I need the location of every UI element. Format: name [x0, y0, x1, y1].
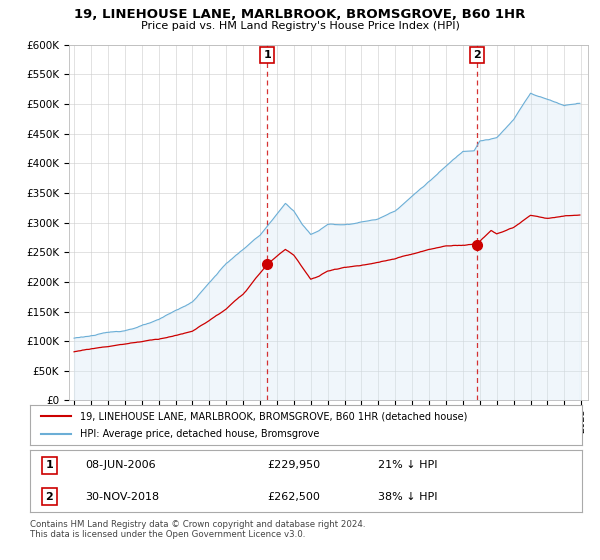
Text: 2: 2 [46, 492, 53, 502]
Text: 19, LINEHOUSE LANE, MARLBROOK, BROMSGROVE, B60 1HR: 19, LINEHOUSE LANE, MARLBROOK, BROMSGROV… [74, 8, 526, 21]
Text: Price paid vs. HM Land Registry's House Price Index (HPI): Price paid vs. HM Land Registry's House … [140, 21, 460, 31]
Text: HPI: Average price, detached house, Bromsgrove: HPI: Average price, detached house, Brom… [80, 429, 319, 439]
Text: 38% ↓ HPI: 38% ↓ HPI [378, 492, 437, 502]
Text: 08-JUN-2006: 08-JUN-2006 [85, 460, 156, 470]
Text: 1: 1 [263, 50, 271, 60]
Text: 30-NOV-2018: 30-NOV-2018 [85, 492, 160, 502]
Text: £262,500: £262,500 [268, 492, 320, 502]
Text: 21% ↓ HPI: 21% ↓ HPI [378, 460, 437, 470]
Text: £229,950: £229,950 [268, 460, 320, 470]
Text: 19, LINEHOUSE LANE, MARLBROOK, BROMSGROVE, B60 1HR (detached house): 19, LINEHOUSE LANE, MARLBROOK, BROMSGROV… [80, 411, 467, 421]
Text: Contains HM Land Registry data © Crown copyright and database right 2024.
This d: Contains HM Land Registry data © Crown c… [30, 520, 365, 539]
Text: 1: 1 [46, 460, 53, 470]
Text: 2: 2 [473, 50, 481, 60]
